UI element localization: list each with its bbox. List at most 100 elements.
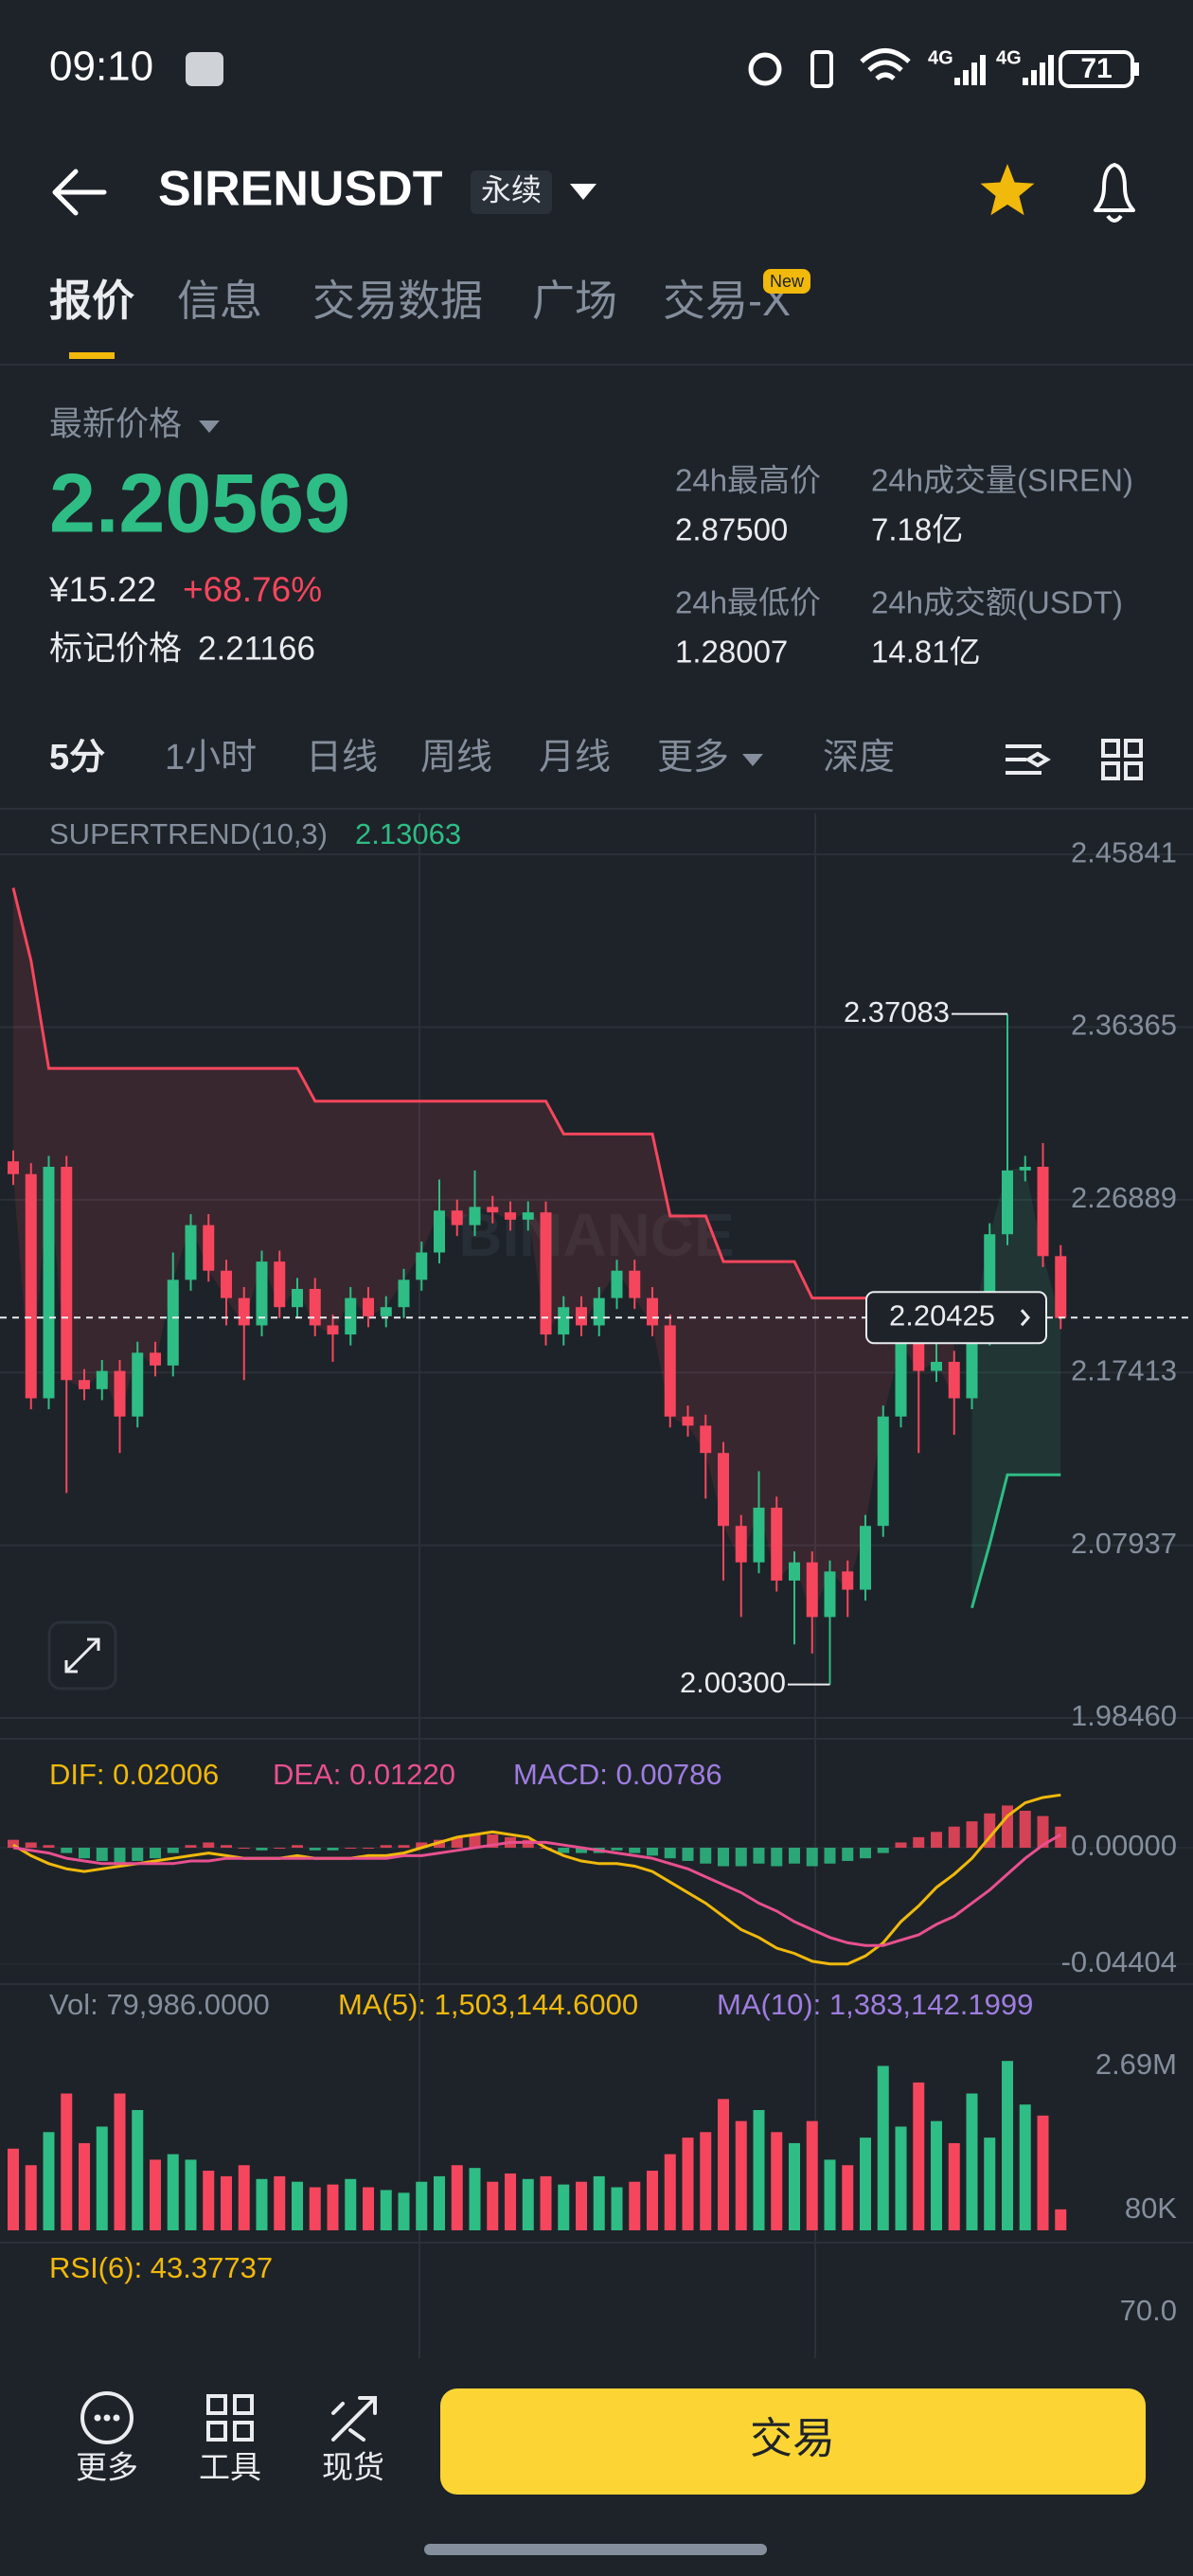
volume-bar (96, 2126, 108, 2230)
alert-bell[interactable] (1094, 163, 1135, 223)
candle-body (860, 1526, 871, 1590)
macd-bar (877, 1848, 889, 1853)
macd-bar (345, 1848, 357, 1850)
macd-bar (8, 1839, 19, 1849)
macd-bar (700, 1848, 712, 1864)
candle-body (96, 1370, 108, 1389)
stat-value: 2.87500 (675, 512, 788, 547)
macd-bar (647, 1848, 658, 1856)
back-button[interactable] (52, 169, 107, 216)
alarm-icon (748, 52, 782, 86)
interval[interactable]: 日线 (306, 738, 378, 778)
volume-bar (877, 2066, 889, 2230)
signal-bar (1040, 63, 1045, 85)
macd-bar (860, 1848, 871, 1859)
more-icon[interactable] (80, 2391, 134, 2444)
candle-body (913, 1343, 925, 1371)
tools-icon[interactable] (206, 2394, 254, 2442)
candle-body (1037, 1167, 1049, 1257)
trade-button[interactable] (440, 2388, 1146, 2495)
candle-body (505, 1212, 516, 1220)
macd-bar (771, 1848, 783, 1867)
signal-bar (980, 55, 986, 85)
volume-bar (363, 2187, 374, 2230)
macd-bar (221, 1845, 232, 1849)
interval[interactable]: 1小时 (165, 738, 257, 778)
layout-icon[interactable] (1101, 739, 1143, 780)
interval[interactable]: 5分 (49, 738, 105, 778)
volume-bar (327, 2184, 339, 2230)
macd-bar (43, 1845, 55, 1849)
candle-body (647, 1297, 658, 1326)
volume-bar (114, 2093, 126, 2230)
macd-bar (842, 1848, 854, 1861)
volume-bar (345, 2178, 357, 2230)
candle-body (61, 1167, 73, 1381)
macd-bar (363, 1848, 374, 1850)
stat-label: 24h成交量(SIREN) (871, 463, 1133, 498)
volume-bar (718, 2099, 729, 2230)
volume-bar (292, 2181, 303, 2230)
trade-button-label[interactable]: 交易 (750, 2414, 835, 2462)
high-marker: 2.37083 (844, 995, 950, 1029)
interval[interactable]: 更多 (657, 738, 729, 778)
indicator-value: 2.13063 (355, 817, 461, 850)
macd-bar (238, 1848, 250, 1850)
nav-label[interactable]: 更多 (76, 2450, 138, 2485)
home-indicator (424, 2544, 767, 2555)
y-tick-label: 2.07937 (1071, 1527, 1177, 1560)
nav-label[interactable]: 工具 (199, 2450, 261, 2485)
candle-body (469, 1207, 481, 1225)
macd-bar (629, 1848, 641, 1853)
last-price-label: 最新价格 (49, 405, 182, 442)
signal-bar (954, 78, 960, 85)
interval[interactable]: 周线 (420, 738, 492, 778)
volume-bar (434, 2175, 445, 2230)
volume-bar (771, 2132, 783, 2230)
symbol-dropdown[interactable] (570, 184, 596, 200)
expand-icon (64, 1637, 100, 1673)
tab[interactable]: 报价 (49, 277, 134, 325)
candle-body (363, 1297, 374, 1316)
tab[interactable]: 广场 (532, 277, 617, 325)
spot-icon[interactable] (331, 2396, 377, 2442)
interval[interactable]: 深度 (823, 738, 895, 778)
macd-label: MACD: 0.00786 (513, 1758, 722, 1791)
volume-bar (167, 2154, 179, 2230)
last-price-box[interactable] (865, 1291, 1047, 1345)
volume-bar (274, 2175, 286, 2230)
volume-bar (150, 2159, 161, 2230)
candle-body (948, 1361, 960, 1399)
candle-body (700, 1425, 712, 1454)
vibrate-icon (810, 50, 833, 88)
candle-body (789, 1562, 800, 1581)
candle-body (771, 1507, 783, 1581)
interval[interactable]: 月线 (539, 738, 611, 778)
dif-label: DIF: 0.02006 (49, 1758, 219, 1791)
candle-body (114, 1370, 126, 1417)
indicator-settings-icon[interactable] (1006, 744, 1051, 775)
volume-bar (576, 2181, 587, 2230)
more-dropdown[interactable] (742, 754, 763, 766)
tab[interactable]: 交易数据 (312, 277, 483, 325)
macd-bar (132, 1848, 144, 1861)
symbol[interactable]: SIRENUSDT (158, 162, 443, 217)
volume-bar (132, 2110, 144, 2230)
volume-bar (185, 2159, 197, 2230)
signal-bar (1023, 78, 1028, 85)
volume-bar (79, 2142, 90, 2230)
last-price-tag[interactable]: 2.20425 (889, 1298, 995, 1332)
stat-label: 24h成交额(USDT) (871, 585, 1123, 620)
y-tick-label: 2.17413 (1071, 1353, 1177, 1386)
battery-level: 71 (1080, 53, 1112, 84)
macd-bar (664, 1848, 676, 1859)
macd-bar (576, 1848, 587, 1853)
volume-bar (664, 2154, 676, 2230)
volume-bar (203, 2171, 215, 2230)
volume-bar (647, 2171, 658, 2230)
tab[interactable]: 信息 (177, 277, 262, 325)
macd-bar (327, 1848, 339, 1851)
candle-body (345, 1297, 357, 1335)
favorite-star[interactable] (980, 164, 1035, 216)
nav-label[interactable]: 现货 (322, 2450, 384, 2485)
